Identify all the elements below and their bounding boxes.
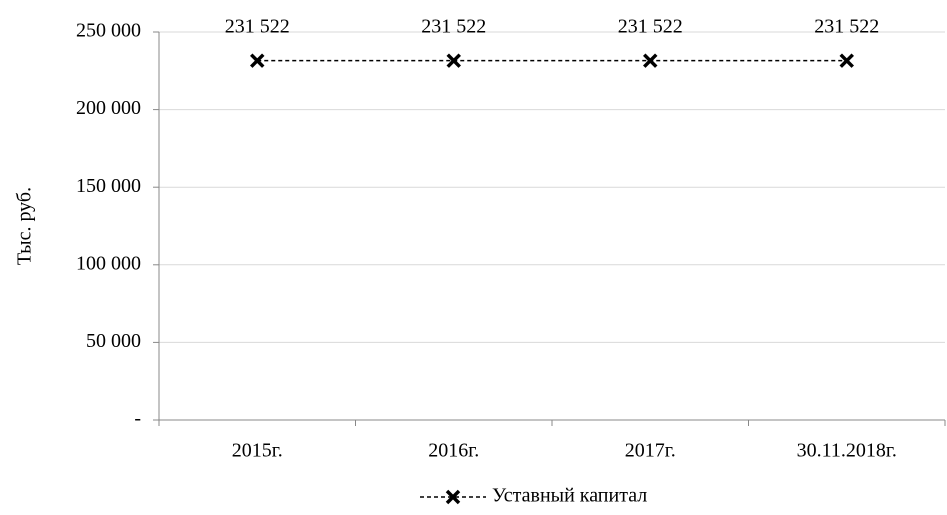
x-tick-label: 2017г. [625,440,676,462]
data-label: 231 522 [814,15,879,37]
x-tick-label: 30.11.2018г. [797,440,897,462]
y-tick-label: 100 000 [76,252,141,274]
y-tick-label: 200 000 [76,97,141,119]
data-label: 231 522 [421,15,486,37]
y-tick-label: 250 000 [76,20,141,42]
data-label: 231 522 [225,15,290,37]
y-tick-label: - [134,408,141,430]
marker [643,53,658,68]
marker [250,53,265,68]
y-tick-label: 50 000 [86,330,141,352]
x-tick-label: 2015г. [232,440,283,462]
y-axis-label: Тыс. руб. [14,187,36,265]
y-tick-label: 150 000 [76,175,141,197]
data-label: 231 522 [618,15,683,37]
legend-marker [445,489,461,505]
x-tick-label: 2016г. [428,440,479,462]
marker [446,53,461,68]
legend-label: Уставный капитал [492,485,647,507]
marker [839,53,854,68]
